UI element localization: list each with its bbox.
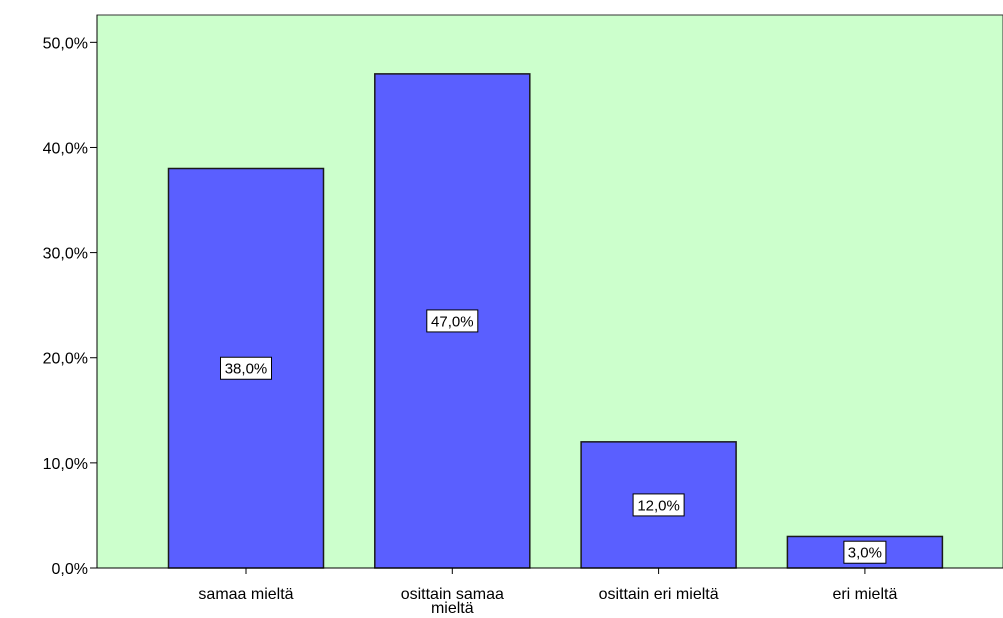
data-label-box	[843, 540, 887, 564]
data-label: 12,0%	[632, 493, 685, 517]
data-label-text: 38,0%	[225, 361, 268, 378]
data-label: 38,0%	[220, 356, 272, 380]
data-label: 3,0%	[843, 540, 887, 564]
data-labels: 38,0% 47,0% 12,0% 3,0%	[220, 309, 887, 564]
data-label-text: 12,0%	[637, 497, 680, 514]
data-label-box	[220, 356, 272, 380]
y-tick-label: 20,0%	[43, 351, 88, 368]
x-category-label: samaa mieltä	[198, 586, 293, 603]
y-axis: 0,0% 10,0% 20,0% 30,0% 40,0% 50,0%	[43, 15, 98, 578]
y-tick-label: 10,0%	[43, 456, 88, 473]
x-category-label: eri mieltä	[832, 586, 897, 603]
x-category-label: osittain eri mieltä	[599, 586, 719, 603]
y-tick-label: 0,0%	[52, 561, 88, 578]
data-label-text: 3,0%	[848, 545, 882, 562]
y-tick-label: 50,0%	[43, 35, 88, 52]
data-label-box	[426, 309, 479, 333]
data-label: 47,0%	[426, 309, 479, 333]
y-tick-label: 30,0%	[43, 246, 88, 263]
x-axis: samaa mieltä osittain samaa mieltä osittain…	[97, 567, 1003, 617]
x-category-label: osittain samaa mieltä	[401, 586, 504, 617]
y-tick-label: 40,0%	[43, 140, 88, 157]
data-label-box	[632, 493, 685, 517]
data-label-text: 47,0%	[431, 313, 474, 330]
